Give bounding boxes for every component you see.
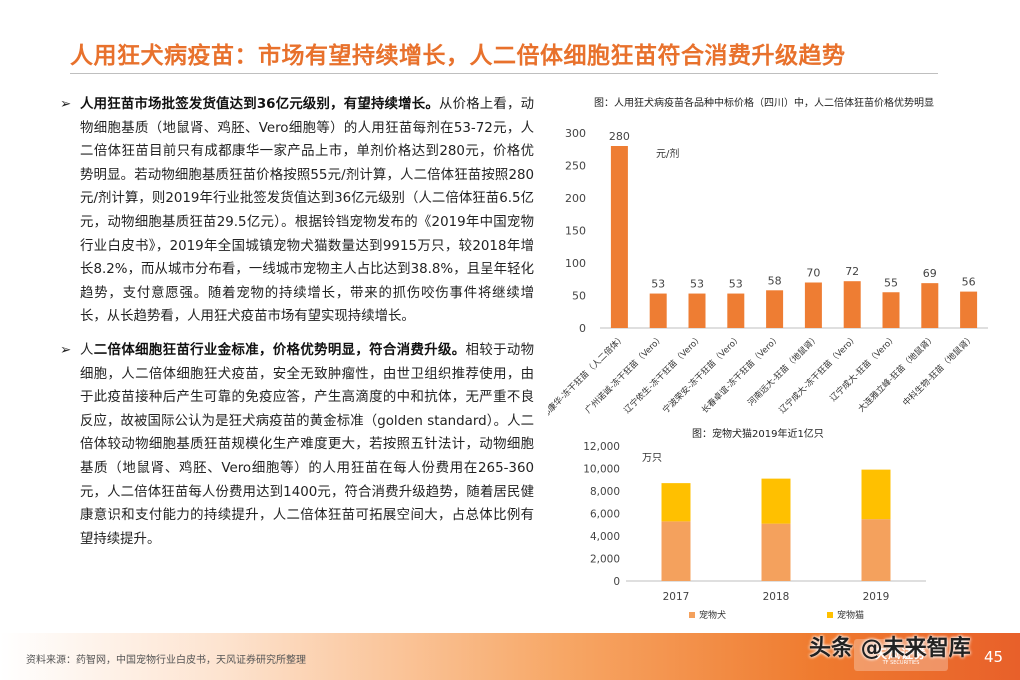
chart1-caption: 图：人用狂犬病疫苗各品种中标价格（四川）中，人二倍体狂苗价格优势明显: [594, 98, 934, 109]
footer-bar: [0, 633, 1020, 680]
x-tick-label: 辽宁成大-冻干狂苗（Vero）: [777, 332, 860, 415]
data-label: 53: [651, 278, 665, 291]
x-tick-label: 宁波荣安-冻干狂苗（Vero）: [661, 332, 744, 415]
legend-label: 宠物犬: [699, 609, 726, 621]
bullet-1-body: 从价格上看，动物细胞基质（地鼠肾、鸡胚、Vero细胞等）的人用狂苗每剂在53-7…: [80, 97, 535, 325]
bullet-1-heading: 人用狂苗市场批签发货值达到36亿元级别，有望持续增长。: [80, 97, 439, 112]
data-label: 56: [962, 276, 976, 289]
data-label: 58: [768, 274, 782, 287]
y-tick-label: 2,000: [590, 554, 620, 566]
logo-subtext: TF SECURITIES: [882, 660, 920, 666]
x-tick-label: 广州诺诚-冻干狂苗（Vero）: [583, 332, 666, 415]
bar: [649, 293, 667, 328]
stacked-bar-segment: [661, 521, 691, 581]
arrow-bullet-icon: ➢: [60, 97, 72, 112]
x-tick-label: 河南远大-狂苗（地鼠肾）: [745, 332, 821, 408]
bar: [921, 283, 939, 328]
y-tick-label: 250: [565, 160, 586, 173]
bar: [766, 290, 784, 328]
y-tick-label: 0: [579, 322, 586, 335]
y-tick-label: 4,000: [590, 531, 620, 543]
y-tick-label: 10,000: [583, 464, 620, 476]
data-label: 280: [609, 130, 630, 143]
stacked-bar-segment: [761, 523, 791, 581]
legend-label: 宠物猫: [837, 609, 864, 621]
page-number: 45: [984, 648, 1004, 666]
y-tick-label: 150: [565, 225, 586, 238]
bar: [843, 281, 861, 328]
y-tick-label: 12,000: [583, 441, 620, 453]
pet-count-stacked-bar-chart: 0 2,000 4,000 6,000 8,000 10,000 12,000 万只 2017 2…: [583, 441, 926, 621]
y-tick-label: 300: [565, 127, 586, 140]
arrow-bullet-icon: ➢: [60, 342, 72, 358]
company-logo: 天风证券 TF SECURITIES: [854, 639, 948, 671]
y-tick-label: 0: [613, 576, 620, 588]
footer-source: 资料来源：药智网，中国宠物行业白皮书，天风证券研究所整理: [26, 655, 306, 666]
bar: [610, 146, 628, 328]
unit-label: 元/剂: [656, 147, 679, 160]
bullet-2-heading: 二倍体细胞狂苗行业金标准，价格优势明显，符合消费升级。: [93, 342, 466, 358]
stacked-bar-segment: [861, 469, 891, 520]
x-tick-label: 大连雅立峰-狂苗（地鼠肾）: [856, 332, 938, 414]
x-tick-label: 中科生物-狂苗（地鼠肾）: [901, 332, 977, 408]
logo-text: 天风证券: [874, 647, 927, 661]
data-label: 53: [690, 278, 704, 291]
bullet-paragraph-1: ➢ 人用狂苗市场批签发货值达到36亿元级别，有望持续增长。从价格上看，动物细胞基…: [60, 93, 534, 329]
bullet-2-lead: 人: [80, 342, 94, 358]
y-tick-label: 6,000: [590, 509, 620, 521]
unit-label: 万只: [642, 453, 662, 464]
data-label: 55: [884, 276, 898, 289]
title-divider: [70, 73, 938, 74]
bar: [960, 291, 978, 328]
bullet-paragraph-2: ➢ 人二倍体细胞狂苗行业金标准，价格优势明显，符合消费升级。相较于动物细胞，人二…: [60, 339, 534, 551]
data-label: 69: [923, 267, 937, 280]
y-tick-label: 200: [565, 192, 586, 205]
data-label: 53: [729, 278, 743, 291]
x-tick-label: 2018: [763, 591, 790, 603]
stacked-bar-segment: [761, 478, 791, 524]
x-tick-label: 2017: [663, 591, 690, 603]
y-tick-label: 50: [572, 290, 586, 303]
bar: [688, 293, 706, 328]
bar: [727, 293, 745, 328]
x-tick-label: 辽宁成大-狂苗（Vero）: [828, 332, 899, 403]
data-label: 72: [845, 265, 859, 278]
bar: [882, 292, 900, 328]
x-tick-label: 长春卓谊-冻干狂苗（Vero）: [699, 332, 782, 415]
legend-swatch: [827, 612, 833, 618]
page-title: 人用狂犬病疫苗：市场有望持续增长，人二倍体细胞狂苗符合消费升级趋势: [70, 43, 846, 69]
x-tick-label: 2019: [863, 591, 890, 603]
data-label: 70: [806, 267, 820, 280]
y-tick-label: 100: [565, 257, 586, 270]
watermark: 头条 @未来智库: [809, 636, 971, 661]
bar: [804, 282, 822, 328]
bullet-2-body: 相较于动物细胞，人二倍体细胞狂犬疫苗，安全无致肿瘤性，由世卫组织推荐使用，由于此…: [80, 342, 535, 547]
stacked-bar-segment: [861, 519, 891, 581]
chart2-caption: 图：宠物犬猫2019年近1亿只: [692, 429, 824, 440]
legend-swatch: [689, 612, 695, 618]
vaccine-price-bar-chart: 050100150200250300元/剂280成都康华-冻干狂苗（人二倍体）5…: [548, 127, 988, 426]
x-tick-label: 辽宁依生-冻干狂苗（Vero）: [622, 332, 705, 415]
y-tick-label: 8,000: [590, 486, 620, 498]
bullet-list: ➢ 人用狂苗市场批签发货值达到36亿元级别，有望持续增长。从价格上看，动物细胞基…: [60, 93, 534, 551]
stacked-bar-segment: [661, 483, 691, 522]
